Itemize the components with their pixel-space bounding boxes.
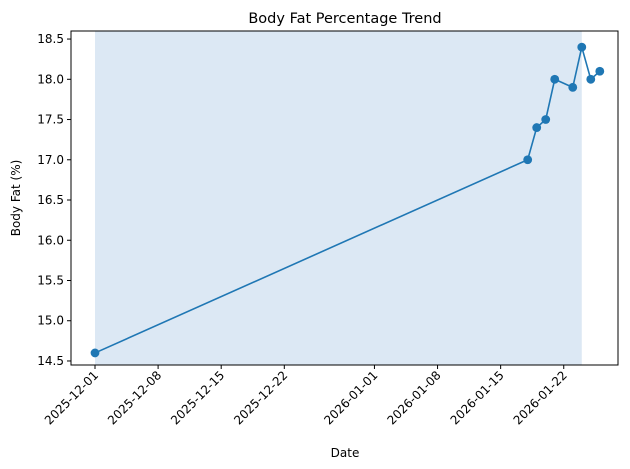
data-point <box>523 155 533 165</box>
chart-title: Body Fat Percentage Trend <box>248 11 441 27</box>
y-tick-label: 14.5 <box>37 354 64 368</box>
y-tick-label: 18.0 <box>37 72 64 86</box>
plot-frame <box>70 30 619 366</box>
data-point <box>90 348 100 358</box>
x-tick-label: 2025-12-15 <box>168 368 227 427</box>
x-tick-label: 2025-12-08 <box>105 368 164 427</box>
data-point <box>568 82 578 92</box>
y-tick-label: 16.5 <box>37 193 64 207</box>
data-point <box>577 42 587 52</box>
shaded-region <box>95 31 582 365</box>
x-axis-label: Date <box>331 446 360 460</box>
y-tick-label: 17.5 <box>37 113 64 127</box>
x-tick-label: 2025-12-01 <box>42 368 101 427</box>
x-tick-label: 2026-01-22 <box>511 368 570 427</box>
x-tick-label: 2026-01-01 <box>321 368 380 427</box>
y-axis-label: Body Fat (%) <box>9 160 23 237</box>
plot-area: 14.5 15.0 15.5 16.0 16.5 17.0 17.5 18.0 18.5 2025… <box>37 30 619 427</box>
x-tick-label: 2026-01-15 <box>448 368 507 427</box>
y-tick-label: 15.5 <box>37 273 64 287</box>
data-point <box>541 115 551 124</box>
x-tick-label: 2026-01-08 <box>384 368 443 427</box>
data-point <box>532 123 542 132</box>
y-tick-label: 15.0 <box>37 314 64 328</box>
data-point <box>586 74 596 84</box>
y-tick-label: 18.5 <box>37 32 64 46</box>
x-tick-label: 2025-12-22 <box>231 368 290 427</box>
y-tick-label: 16.0 <box>37 233 64 247</box>
y-tick-label: 17.0 <box>37 153 64 167</box>
data-point <box>595 66 605 76</box>
data-point <box>550 74 560 84</box>
